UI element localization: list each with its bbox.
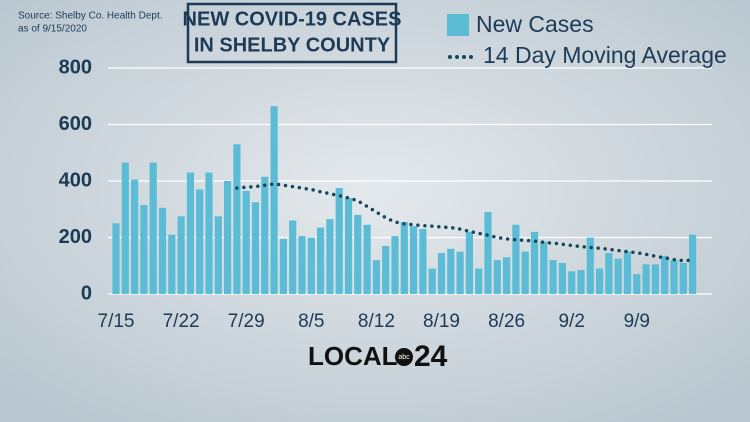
- bar: [633, 274, 641, 294]
- bar: [586, 237, 594, 294]
- bar: [270, 106, 278, 294]
- bar: [577, 269, 585, 294]
- bar: [623, 251, 632, 294]
- legend-label: 14 Day Moving Average: [483, 42, 727, 68]
- title-box: [186, 2, 398, 64]
- y-tick-label: 200: [59, 226, 92, 248]
- bar: [484, 212, 492, 294]
- bar: [326, 219, 334, 294]
- bar: [549, 260, 557, 294]
- legend-swatch: [447, 14, 469, 36]
- y-tick-label: 400: [59, 169, 92, 191]
- bar: [382, 245, 390, 294]
- bar: [614, 258, 622, 294]
- y-tick-label: 600: [59, 113, 92, 135]
- x-tick-label: 9/2: [558, 311, 584, 332]
- x-tick-label: 7/15: [98, 311, 135, 332]
- logo: LOCAL abc 24: [308, 340, 448, 373]
- chart-title: NEW COVID-19 CASES: [183, 8, 402, 30]
- bar: [363, 224, 371, 294]
- bar: [465, 231, 473, 294]
- x-tick-label: 8/26: [488, 311, 525, 332]
- bar: [530, 231, 539, 294]
- y-tick-label: 800: [59, 56, 92, 78]
- source: as of 9/15/2020: [18, 24, 87, 35]
- bar: [344, 197, 353, 294]
- bar: [419, 229, 427, 294]
- bar: [661, 255, 669, 294]
- bar: [214, 216, 222, 294]
- bar: [679, 262, 687, 294]
- bar: [298, 236, 306, 294]
- moving-average-line: [235, 182, 695, 263]
- chart-title: IN SHELBY COUNTY: [194, 34, 391, 56]
- logo-badge-circle: [395, 348, 413, 366]
- bar: [410, 226, 418, 294]
- x-tick-label: 7/22: [163, 311, 200, 332]
- bar: [596, 268, 604, 294]
- bar: [568, 271, 576, 294]
- bar: [689, 234, 697, 294]
- bar: [391, 236, 399, 294]
- bar: [242, 190, 250, 294]
- x-tick-label: 8/12: [358, 311, 395, 332]
- bar: [289, 220, 297, 294]
- source: Source: Shelby Co. Health Dept.: [18, 11, 163, 22]
- bar: [335, 188, 343, 294]
- bar: [456, 251, 464, 294]
- bar: [233, 144, 241, 294]
- bar: [642, 264, 650, 294]
- bar: [512, 224, 520, 294]
- bar: [651, 264, 659, 294]
- bar: [224, 181, 232, 294]
- logo-word: LOCAL: [308, 341, 398, 371]
- bar: [158, 207, 167, 294]
- bar: [168, 234, 176, 294]
- bar: [354, 214, 362, 294]
- bar: [205, 172, 213, 294]
- bar: [112, 223, 120, 294]
- bar: [251, 202, 260, 294]
- bar: [317, 227, 325, 294]
- bar: [140, 205, 148, 294]
- bar: [670, 260, 678, 294]
- x-tick-label: 8/5: [298, 311, 324, 332]
- bar: [186, 172, 194, 294]
- x-tick-label: 8/19: [423, 311, 460, 332]
- bar: [261, 176, 269, 294]
- bar: [372, 260, 380, 294]
- bar: [540, 241, 548, 294]
- bar: [437, 253, 446, 294]
- bar: [279, 238, 287, 294]
- bar: [400, 221, 408, 294]
- bar: [177, 216, 185, 294]
- bar: [121, 162, 129, 294]
- bar: [558, 262, 566, 294]
- bar: [196, 189, 204, 294]
- bar: [605, 253, 613, 294]
- bar: [149, 162, 157, 294]
- bar: [307, 237, 315, 294]
- x-tick-label: 9/9: [624, 311, 650, 332]
- legend-label: New Cases: [476, 11, 594, 37]
- y-tick-label: 0: [81, 282, 92, 304]
- bar: [447, 248, 455, 294]
- logo-number: 24: [414, 340, 448, 373]
- bar: [521, 251, 529, 294]
- logo-badge: abc: [398, 354, 410, 361]
- bar: [475, 268, 483, 294]
- x-tick-label: 7/29: [228, 311, 265, 332]
- bar: [503, 257, 511, 294]
- bar: [131, 179, 139, 294]
- bar: [428, 268, 436, 294]
- bar: [493, 260, 501, 294]
